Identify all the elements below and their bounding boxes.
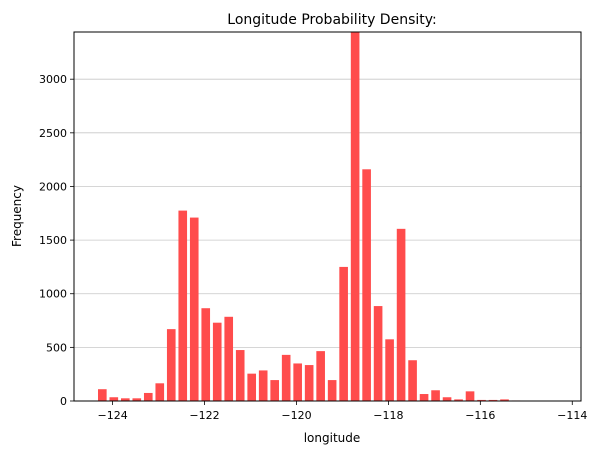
histogram-bar xyxy=(408,360,417,401)
x-tick-label: −118 xyxy=(373,409,403,422)
histogram-bar xyxy=(477,399,486,401)
histogram-bar xyxy=(293,363,302,401)
histogram-bar xyxy=(350,32,360,401)
chart-title: Longitude Probability Density: xyxy=(227,12,436,28)
y-tick-label: 500 xyxy=(46,341,67,354)
x-tick-label: −122 xyxy=(189,409,219,422)
y-tick-label: 1000 xyxy=(39,288,67,301)
y-tick-label: 2000 xyxy=(39,180,67,193)
x-axis-ticks: −124 −122 −120 −118 −116 −114 xyxy=(98,401,587,422)
x-tick-label: −114 xyxy=(557,409,587,422)
histogram-bar xyxy=(327,380,337,401)
y-tick-label: 2500 xyxy=(39,127,67,140)
histogram-bar xyxy=(247,373,257,401)
x-tick-label: −124 xyxy=(98,409,128,422)
histogram-bar xyxy=(178,210,188,401)
histogram-bar xyxy=(132,398,142,401)
plot-frame xyxy=(73,31,582,402)
y-axis-ticks: 0 500 1000 1500 2000 2500 3000 xyxy=(39,73,74,408)
histogram-bar xyxy=(339,266,348,401)
histogram-bar xyxy=(189,217,199,401)
histogram-bar xyxy=(109,397,119,401)
histogram-bar xyxy=(396,228,406,401)
histogram-bar xyxy=(166,329,176,401)
histogram-bar xyxy=(143,392,153,401)
histogram-bar xyxy=(316,351,325,401)
histogram-bar xyxy=(155,383,165,401)
histogram-bar xyxy=(98,389,107,401)
histogram-bar xyxy=(419,394,429,401)
histogram-bar xyxy=(270,380,279,401)
histogram-bar xyxy=(431,390,440,401)
histogram-bar xyxy=(281,354,291,401)
histogram-bar xyxy=(454,399,463,401)
histogram-bar xyxy=(362,169,371,401)
x-axis-label: longitude xyxy=(304,431,361,445)
histogram-bar xyxy=(373,306,383,401)
x-tick-label: −116 xyxy=(465,409,495,422)
histogram-bar xyxy=(201,308,211,401)
histogram-bar xyxy=(304,365,314,401)
histogram-bar xyxy=(258,370,268,401)
bars xyxy=(98,32,521,401)
histogram-bar xyxy=(235,350,245,401)
histogram-bar xyxy=(442,397,452,401)
histogram-bar xyxy=(224,316,234,401)
y-tick-label: 3000 xyxy=(39,73,67,86)
x-tick-label: −120 xyxy=(281,409,311,422)
y-tick-label: 0 xyxy=(60,395,67,408)
histogram-bar xyxy=(488,399,498,401)
grid-lines xyxy=(74,78,581,348)
y-tick-label: 1500 xyxy=(39,234,67,247)
y-axis-label: Frequency xyxy=(10,185,24,247)
histogram-bar xyxy=(465,391,475,401)
histogram-bar xyxy=(212,322,222,401)
histogram-bar xyxy=(120,398,130,401)
histogram-bar xyxy=(500,399,509,401)
histogram-bar xyxy=(385,339,394,401)
